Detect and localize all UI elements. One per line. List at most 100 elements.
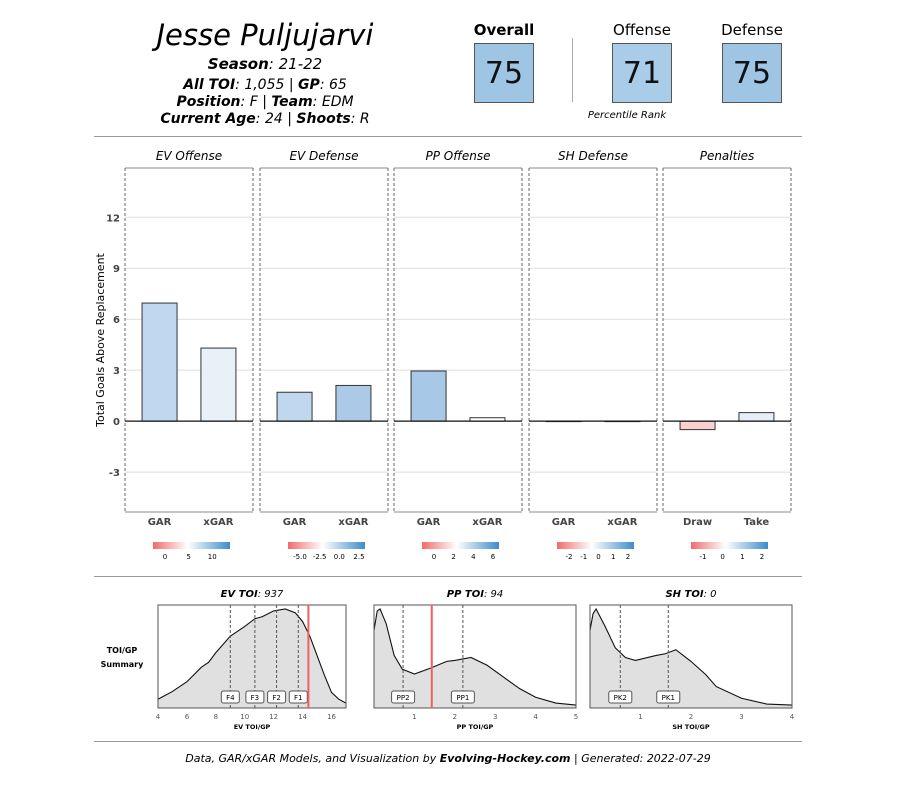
color-legend-tick: 0	[432, 553, 436, 560]
x-tick-label: xGAR	[203, 517, 233, 528]
x-tick-label: Take	[744, 517, 770, 528]
overall-label: Overall	[473, 21, 535, 39]
x-tick-label: 14	[298, 713, 307, 721]
marker-box	[391, 690, 416, 704]
x-tick-label: 2	[689, 713, 693, 721]
marker-box	[288, 690, 308, 704]
divider	[94, 136, 802, 137]
panel-border	[157, 604, 347, 709]
panel-title: SH Defense	[558, 149, 628, 163]
season-value: 21-22	[278, 55, 323, 73]
color-legend-bar	[557, 542, 634, 549]
panel-title-value: 937	[264, 589, 284, 600]
y-tick-label: 12	[106, 213, 120, 224]
color-legend-tick: 0.0	[334, 553, 345, 560]
color-legend-tick: 5	[186, 553, 190, 560]
panel-title: Penalties	[700, 149, 755, 163]
color-legend-tick: 2	[451, 553, 455, 560]
color-legend-tick: -5.0	[293, 553, 307, 560]
marker-box	[245, 690, 265, 704]
color-legend-tick: 6	[491, 553, 496, 560]
panel-title-value: 94	[491, 589, 504, 600]
color-legend-tick: -1	[700, 553, 707, 560]
color-legend-tick: 2	[626, 553, 630, 560]
x-tick-label: 4	[790, 713, 795, 721]
marker-label: F3	[251, 694, 259, 702]
panel-title: PP Offense	[425, 149, 490, 163]
gar-chart: Total Goals Above Replacement-3036912EV …	[94, 149, 792, 560]
x-tick-label: GAR	[283, 517, 307, 528]
team-label: Team	[271, 94, 313, 110]
y-tick-label: 9	[113, 264, 120, 275]
x-tick-label: 10	[240, 713, 249, 721]
color-legend-tick: 1	[611, 553, 615, 560]
bar-gar	[141, 302, 178, 422]
panel-title-label: SH TOI	[665, 589, 703, 600]
color-legend-tick: 0	[720, 553, 724, 560]
age-line: Current Age: 24 | Shoots: R	[160, 111, 370, 127]
density-line	[157, 608, 347, 704]
marker-box	[267, 690, 287, 704]
panel-border	[589, 604, 793, 709]
player-name: Jesse Puljujarvi	[156, 18, 374, 52]
position-line: Position: F | Team: EDM	[176, 94, 354, 110]
color-legend-bar	[691, 542, 768, 549]
team-value: EDM	[321, 94, 354, 110]
bar-take	[738, 412, 775, 422]
density-area	[374, 609, 576, 708]
marker-box	[608, 690, 633, 704]
season-line: Season: 21-22	[207, 55, 323, 73]
x-tick-label: 3	[739, 713, 743, 721]
x-tick-label: 5	[574, 713, 578, 721]
gp-label: GP	[298, 77, 320, 93]
color-legend-tick: 4	[471, 553, 476, 560]
marker-label: PP1	[456, 694, 469, 702]
toi-line: All TOI: 1,055 | GP: 65	[183, 77, 347, 93]
color-legend-tick: 1	[740, 553, 744, 560]
marker-label: F4	[226, 694, 235, 702]
bar-gar	[410, 370, 447, 422]
season-label: Season	[207, 55, 269, 73]
marker-label: PK1	[662, 694, 675, 702]
shoots-value: R	[359, 111, 370, 127]
bar-xgar	[200, 347, 237, 422]
panel-title-sep: :	[704, 589, 711, 600]
footer: Data, GAR/xGAR Models, and Visualization…	[94, 752, 802, 765]
age-label: Current Age	[160, 111, 256, 127]
bar-draw	[679, 420, 716, 431]
density-line	[373, 608, 577, 706]
side-label: TOI/GP	[107, 646, 138, 655]
panel-title-sep: :	[484, 589, 491, 600]
color-legend-bar	[153, 542, 230, 549]
color-legend-tick: -1	[580, 553, 587, 560]
color-legend-tick: -2	[566, 553, 573, 560]
age-value: 24	[264, 111, 283, 127]
toi-value: 1,055	[244, 77, 285, 93]
defense-label: Defense	[721, 21, 783, 39]
density-area	[158, 609, 346, 708]
divider	[94, 741, 802, 742]
marker-box	[220, 690, 240, 704]
x-tick-label: 6	[185, 713, 190, 721]
y-axis-label: Total Goals Above Replacement	[94, 252, 107, 427]
color-legend-tick: 2.5	[353, 553, 364, 560]
marker-label: F2	[272, 694, 280, 702]
bar-xgar	[335, 384, 372, 422]
x-tick-label: 8	[214, 713, 218, 721]
x-tick-label: 4	[156, 713, 161, 721]
y-tick-label: 0	[113, 417, 120, 428]
divider	[572, 38, 573, 102]
position-label: Position	[176, 94, 241, 110]
x-tick-label: 3	[493, 713, 497, 721]
color-legend-tick: 10	[208, 553, 217, 560]
x-tick-label: GAR	[148, 517, 172, 528]
shoots-label: Shoots	[296, 111, 351, 127]
marker-box	[450, 690, 475, 704]
marker-label: PP2	[397, 694, 410, 702]
offense-label: Offense	[613, 21, 671, 39]
x-tick-label: 16	[327, 713, 336, 721]
footer-sep: |	[570, 752, 582, 765]
panel-border	[373, 604, 577, 709]
footer-generated-label: Generated:	[581, 752, 644, 765]
